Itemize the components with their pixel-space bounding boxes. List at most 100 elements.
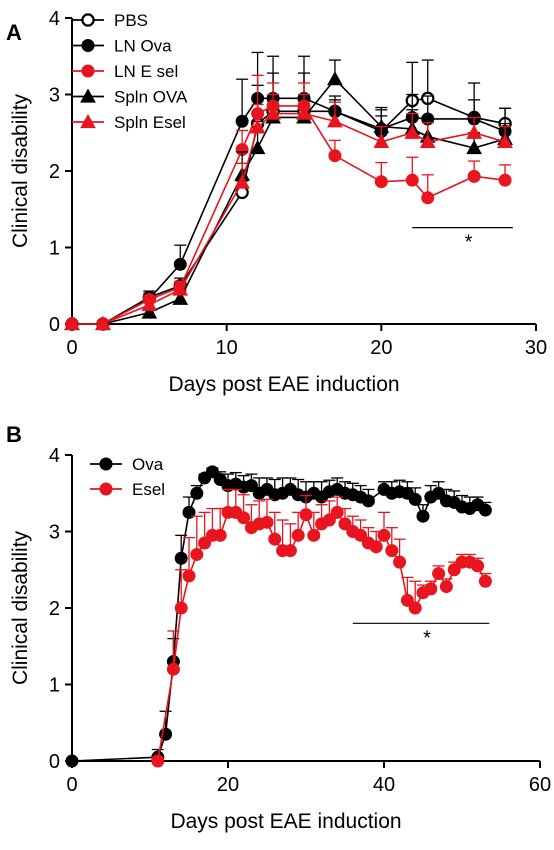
data-point xyxy=(307,528,321,542)
data-point xyxy=(467,169,481,183)
y-tick-label: 3 xyxy=(49,85,60,107)
data-point xyxy=(424,582,438,596)
data-point xyxy=(151,754,165,768)
data-point xyxy=(404,124,421,139)
series-line xyxy=(72,97,506,325)
data-point xyxy=(385,544,399,558)
data-point xyxy=(296,105,312,120)
data-point xyxy=(190,547,204,561)
data-point xyxy=(173,257,187,271)
series-esel xyxy=(151,488,492,768)
data-point xyxy=(237,511,251,525)
data-point xyxy=(393,555,407,569)
y-axis-label: Clinical disability xyxy=(9,93,32,248)
x-tick-label: 10 xyxy=(216,337,238,359)
data-point xyxy=(174,551,188,565)
x-tick-label: 30 xyxy=(525,337,547,359)
data-point xyxy=(478,574,492,588)
data-point xyxy=(205,465,219,479)
data-point xyxy=(95,315,111,331)
data-point xyxy=(497,133,513,149)
legend-marker xyxy=(81,13,95,27)
data-point xyxy=(64,315,80,331)
legend-item: Spln Esel xyxy=(72,113,186,132)
x-tick-label: 40 xyxy=(373,774,395,796)
data-point xyxy=(141,304,158,319)
data-point xyxy=(478,503,492,517)
data-point xyxy=(235,114,249,128)
significance-label: * xyxy=(465,232,473,254)
significance-label: * xyxy=(423,627,431,649)
legend-marker xyxy=(81,64,95,78)
data-point xyxy=(299,508,313,522)
series-line xyxy=(157,511,487,762)
y-tick-label: 4 xyxy=(49,8,60,30)
series-ova xyxy=(65,465,492,768)
data-point xyxy=(327,113,343,128)
data-point xyxy=(447,563,461,577)
data-point xyxy=(249,140,266,155)
x-tick-label: 20 xyxy=(370,337,392,359)
x-axis-label: Days post EAE induction xyxy=(170,810,401,833)
data-point xyxy=(198,536,212,550)
panel-label-b: B xyxy=(6,422,22,447)
legend-label: PBS xyxy=(114,11,148,30)
y-tick-label: 1 xyxy=(49,238,60,260)
series-spln-esel xyxy=(64,93,513,331)
data-point xyxy=(471,559,485,573)
legend-item: Esel xyxy=(90,480,165,499)
data-point xyxy=(405,173,419,187)
legend-marker xyxy=(81,39,95,52)
data-point xyxy=(65,754,79,768)
data-point xyxy=(408,492,422,506)
y-tick-label: 3 xyxy=(49,522,60,544)
data-point xyxy=(190,486,204,500)
legend-item: LN Ova xyxy=(72,37,172,56)
data-point xyxy=(249,119,266,134)
y-tick-label: 2 xyxy=(49,598,60,620)
y-axis-label: Clinical disability xyxy=(9,530,32,685)
data-point xyxy=(361,494,375,508)
data-point xyxy=(172,281,189,296)
data-point xyxy=(268,532,282,546)
legend-item: Spln OVA xyxy=(72,88,188,107)
data-point xyxy=(234,174,250,189)
legend-label: LN Ova xyxy=(114,37,172,56)
y-tick-label: 2 xyxy=(49,161,60,183)
data-point xyxy=(354,528,368,542)
data-point xyxy=(498,173,512,187)
data-point xyxy=(466,124,482,139)
x-tick-label: 20 xyxy=(217,774,239,796)
x-axis-label: Days post EAE induction xyxy=(168,373,399,396)
panel-label-a: A xyxy=(6,20,22,45)
y-tick-label: 1 xyxy=(49,675,60,697)
legend-marker xyxy=(99,457,113,471)
legend-item: LN E sel xyxy=(72,62,178,81)
data-point xyxy=(369,540,383,554)
legend-marker xyxy=(99,482,113,496)
data-point xyxy=(416,509,430,523)
data-point xyxy=(244,479,258,493)
data-point xyxy=(260,515,274,529)
legend-label: LN E sel xyxy=(114,62,178,81)
data-point xyxy=(327,71,343,86)
data-point xyxy=(213,528,227,542)
data-point xyxy=(182,569,196,583)
data-point xyxy=(466,140,482,155)
data-point xyxy=(141,296,158,311)
data-point xyxy=(283,544,297,558)
y-tick-label: 4 xyxy=(49,445,60,467)
legend-marker xyxy=(80,88,96,103)
data-point xyxy=(291,528,305,542)
legend-marker xyxy=(80,113,96,129)
data-point xyxy=(174,601,188,615)
data-point xyxy=(166,662,180,676)
series-line xyxy=(72,97,506,325)
x-tick-label: 0 xyxy=(66,774,77,796)
data-point xyxy=(408,601,422,615)
data-point xyxy=(322,513,336,527)
data-point xyxy=(432,486,446,500)
data-point xyxy=(374,175,388,189)
